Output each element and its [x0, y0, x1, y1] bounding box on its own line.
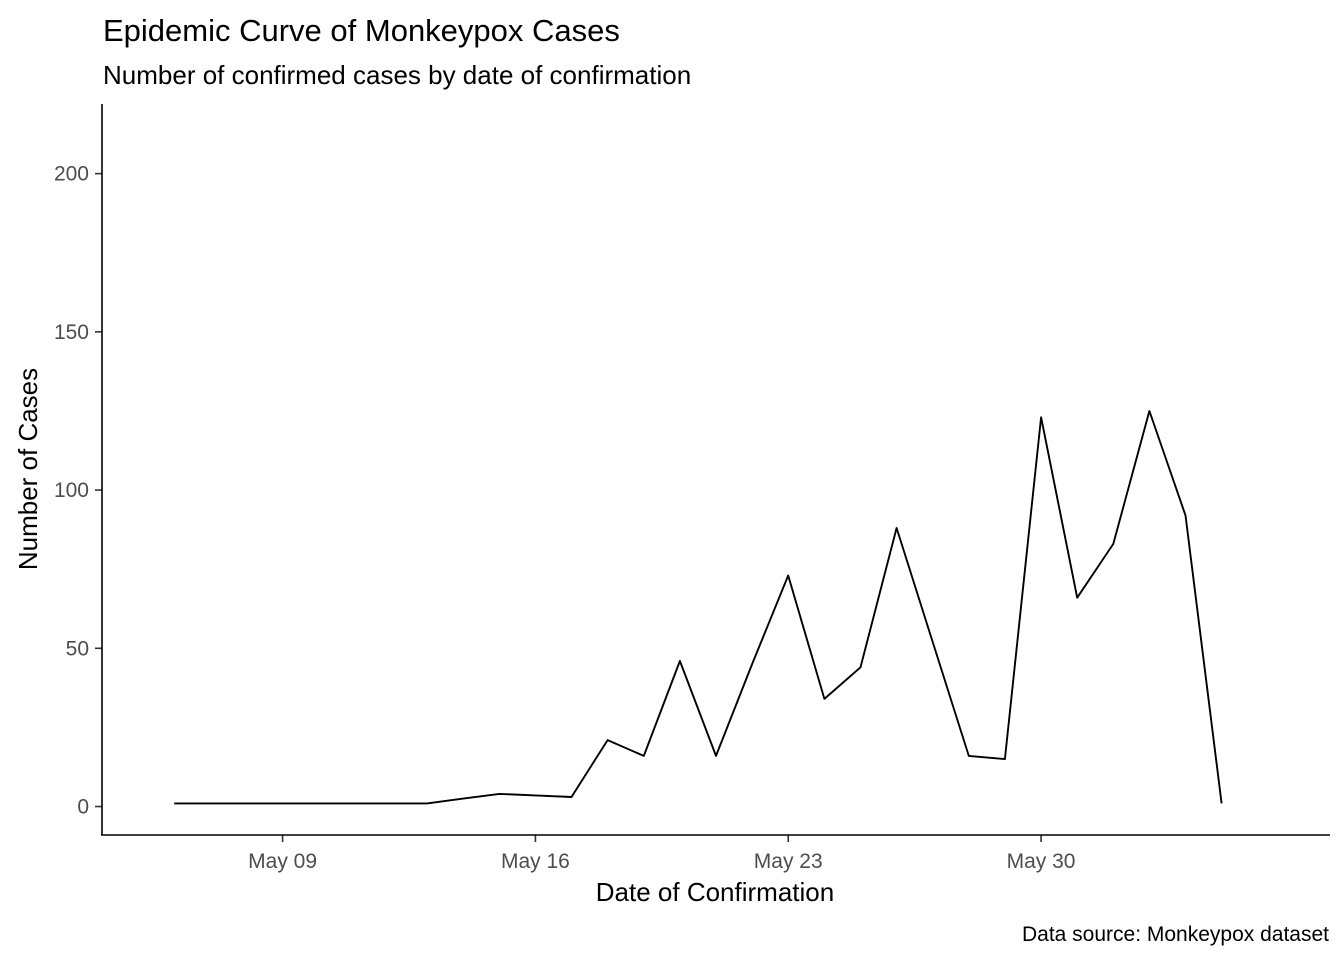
y-axis-ticks: 0 50 100 150 200 — [54, 163, 102, 819]
x-axis-ticks: May 09 May 16 May 23 May 30 — [248, 835, 1075, 873]
chart-caption: Data source: Monkeypox dataset — [1022, 923, 1329, 946]
x-tick-label: May 09 — [248, 850, 317, 873]
series-layer — [174, 410, 1223, 805]
y-tick-label: 200 — [54, 163, 89, 186]
y-tick-label: 0 — [77, 796, 89, 819]
y-tick-label: 150 — [54, 321, 89, 344]
x-tick-label: May 30 — [1007, 850, 1076, 873]
y-tick-label: 100 — [54, 479, 89, 502]
chart-subtitle: Number of confirmed cases by date of con… — [103, 60, 691, 90]
x-tick-label: May 23 — [754, 850, 823, 873]
y-axis-title: Number of Cases — [13, 368, 43, 570]
y-tick-label: 50 — [66, 637, 89, 660]
chart-title: Epidemic Curve of Monkeypox Cases — [103, 13, 620, 48]
x-tick-label: May 16 — [501, 850, 570, 873]
x-axis-title: Date of Confirmation — [596, 877, 834, 907]
series-line — [174, 410, 1223, 805]
